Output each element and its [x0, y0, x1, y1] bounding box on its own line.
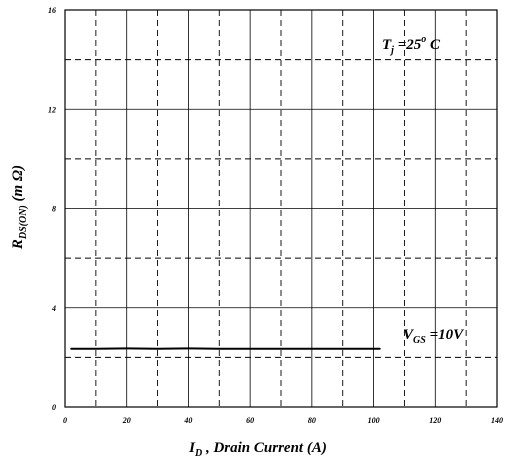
annotation-vgs-sub: GS — [413, 335, 426, 346]
x-tick-label: 0 — [63, 416, 67, 425]
x-tick-label: 60 — [246, 416, 254, 425]
y-tick-label: 8 — [52, 205, 56, 214]
x-tick-label: 140 — [491, 416, 503, 425]
x-tick-labels: 0 20 40 60 80 100 120 140 — [63, 416, 503, 425]
y-tick-label: 4 — [51, 304, 56, 313]
x-axis-title-main: I — [188, 440, 196, 456]
plot-frame — [64, 9, 498, 408]
annotation-tj: Tj =25o C — [382, 34, 441, 56]
x-tick-label: 40 — [183, 416, 192, 425]
annotation-tj-mid: =25 — [394, 37, 422, 53]
x-axis-title-rest: , Drain Current (A) — [202, 440, 327, 456]
x-tick-label: 20 — [122, 416, 131, 425]
x-tick-label: 100 — [368, 416, 380, 425]
y-tick-label: 0 — [52, 403, 56, 412]
y-tick-label: 16 — [48, 6, 56, 15]
annotation-tj-sub: j — [389, 45, 394, 56]
y-axis-title-main: R — [10, 239, 26, 250]
x-axis-title-sub: D — [194, 448, 202, 459]
y-tick-label: 12 — [48, 105, 56, 114]
y-axis-title-sub: DS(ON) — [18, 205, 29, 240]
annotation-tj-main: T — [382, 37, 392, 53]
x-tick-label: 120 — [429, 416, 441, 425]
annotation-tj-rest: C — [426, 37, 441, 53]
grid — [65, 10, 497, 407]
annotation-tj-sup: o — [421, 34, 426, 45]
x-axis-title: ID , Drain Current (A) — [188, 440, 327, 459]
y-axis-title: RDS(ON) (m Ω) — [10, 165, 29, 250]
annotation-vgs: VGS =10V — [403, 327, 465, 346]
x-tick-label: 80 — [308, 416, 316, 425]
y-tick-labels: 0 4 8 12 16 — [48, 6, 56, 412]
annotation-vgs-rest: =10V — [426, 327, 465, 343]
y-axis-title-rest: (m Ω) — [10, 165, 26, 205]
annotation-vgs-main: V — [403, 327, 415, 343]
